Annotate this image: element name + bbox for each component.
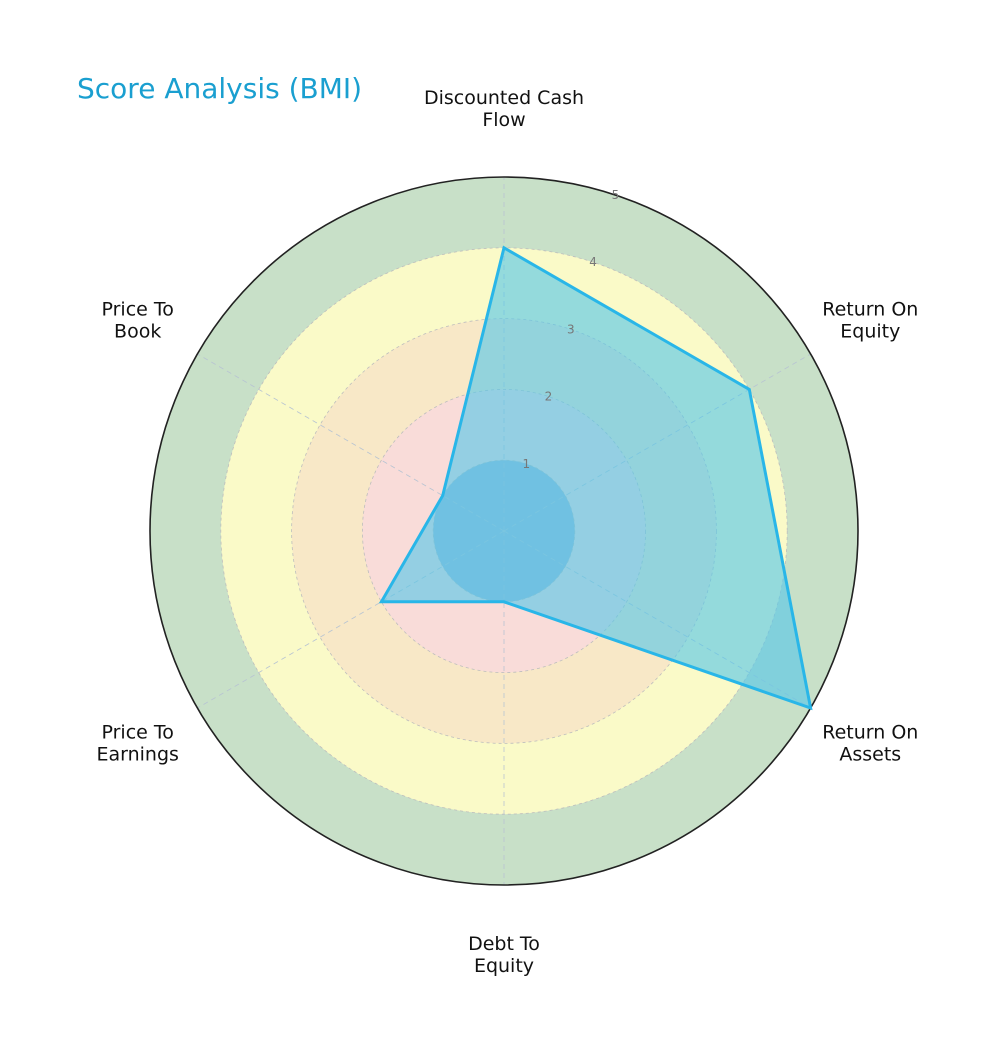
- axis-label-line: Assets: [839, 744, 901, 766]
- axis-label-line: Debt To: [468, 933, 540, 955]
- axis-label-line: Return On: [822, 722, 918, 744]
- axis-label-return-on-assets: Return On Assets: [822, 722, 918, 766]
- series-layer: [378, 245, 813, 711]
- tick-labels: 1 2 3 4 5: [522, 188, 619, 471]
- axis-label-line: Equity: [474, 955, 534, 977]
- axis-label-debt-to-equity: Debt To Equity: [468, 933, 540, 977]
- axis-label-line: Equity: [840, 321, 900, 343]
- axis-label-return-on-equity: Return On Equity: [822, 299, 918, 343]
- axis-label-line: Price To: [101, 722, 173, 744]
- axis-label-line: Return On: [822, 299, 918, 321]
- tick-label-2: 2: [545, 390, 553, 404]
- axis-label-line: Price To: [101, 299, 173, 321]
- axis-label-line: Discounted Cash: [424, 87, 584, 109]
- axis-label-line: Book: [114, 321, 161, 343]
- tick-label-4: 4: [589, 255, 597, 269]
- axis-label-line: Flow: [482, 109, 525, 131]
- axis-label-line: Earnings: [96, 744, 178, 766]
- tick-label-5: 5: [612, 188, 620, 202]
- tick-label-3: 3: [567, 322, 575, 336]
- outer-frame: [149, 176, 859, 886]
- chart-title: Score Analysis (BMI): [77, 72, 362, 105]
- axis-label-price-to-book: Price To Book: [101, 299, 173, 343]
- axis-label-discounted-cash-flow: Discounted Cash Flow: [424, 87, 584, 131]
- tick-label-1: 1: [522, 457, 530, 471]
- series-polygon: [378, 245, 813, 711]
- axis-label-price-to-earnings: Price To Earnings: [96, 722, 178, 766]
